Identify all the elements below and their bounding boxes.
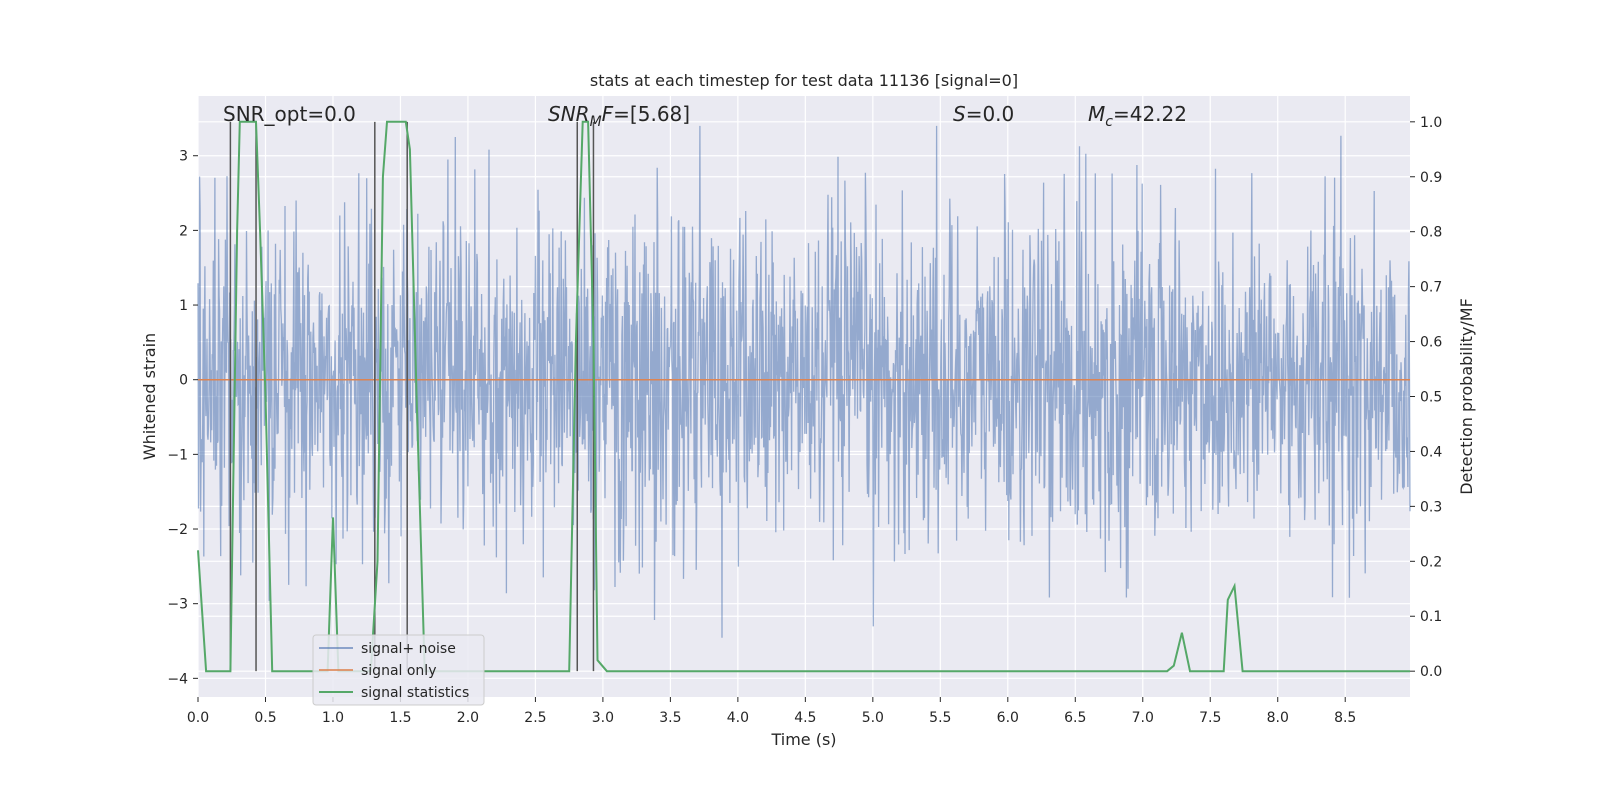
annotation-snr-mf-f: F [602,102,614,126]
y-right-tick-label: 0.3 [1420,499,1442,515]
annotation-s-value: =0.0 [966,102,1015,126]
y-right-tick-label: 0.4 [1420,444,1442,460]
y-left-tick-label: 0 [179,373,188,389]
x-tick-label: 2.0 [457,710,479,726]
legend-box [312,634,485,706]
y-right-tick-label: 0.8 [1420,225,1442,241]
y-left-tick-label: −4 [167,671,188,687]
legend-label: signal+ noise [361,641,456,657]
y-right-tick-label: 0.5 [1420,390,1442,406]
annotation-mc-subscript: c [1105,114,1113,130]
annotation-mc: Mc=42.22 [1088,102,1187,130]
x-tick-label: 0.5 [254,710,276,726]
axes: 0.0 0.5 1.0 1.5 2.0 2.5 3.0 3.5 4.0 4.5 5.0 5.5 6.0 6… [140,71,1476,749]
x-tick-label: 0.0 [187,710,209,726]
y-right-axis-label: Detection probability/MF [1457,298,1476,495]
x-tick-label: 5.0 [862,710,884,726]
annotation-snr-mf: SNRMF=[5.68] [548,102,690,130]
legend: signal+ noise signal only signal statistic… [312,634,485,706]
x-tick-label: 2.5 [524,710,546,726]
y-right-tick-label: 0.1 [1420,609,1442,625]
x-tick-label: 6.0 [997,710,1019,726]
y-right-tick-label: 0.9 [1420,170,1442,186]
y-left-tick-label: 1 [179,298,188,314]
x-tick-label: 4.5 [794,710,816,726]
annotation-snr-mf-value: =[5.68] [613,102,690,126]
x-tick-label: 1.5 [389,710,411,726]
y-left-tick-label: 3 [179,149,188,165]
y-right-tick-label: 0.0 [1420,664,1442,680]
annotations: SNR_opt=0.0 SNRMF=[5.68] S=0.0 Mc=42.22 [223,102,1187,130]
y-right-tick-label: 0.6 [1420,335,1442,351]
chart-title: stats at each timestep for test data 111… [590,71,1018,90]
y-right-tick-label: 0.2 [1420,554,1442,570]
x-axis-label: Time (s) [770,730,836,749]
x-tick-label: 1.0 [322,710,344,726]
legend-label: signal statistics [361,685,469,701]
x-tick-label: 3.0 [592,710,614,726]
series-signal-statistics [197,120,1410,673]
x-tick-label: 8.5 [1334,710,1356,726]
y-right-tick-label: 0.7 [1420,280,1442,296]
y-left-axis-label: Whitened strain [140,333,159,460]
annotation-mc-value: =42.22 [1113,102,1187,126]
y-left-tick-label: 2 [179,223,188,239]
x-tick-label: 5.5 [929,710,951,726]
annotation-s-symbol: S [953,102,966,126]
y-left-tick-label: −1 [167,447,188,463]
y-right-tick-label: 1.0 [1420,115,1442,131]
x-tick-label: 7.5 [1199,710,1221,726]
y-left-tick-label: −3 [167,597,188,613]
x-tick-label: 3.5 [659,710,681,726]
x-tick-label: 4.0 [727,710,749,726]
annotation-mc-symbol: M [1088,102,1105,126]
legend-label: signal only [361,663,436,679]
x-tick-label: 8.0 [1267,710,1289,726]
annotation-s-stat: S=0.0 [953,102,1014,126]
x-tick-label: 7.0 [1132,710,1154,726]
annotation-snr-mf-subscript: M [590,114,602,130]
x-tick-label: 6.5 [1064,710,1086,726]
y-left-tick-label: −2 [167,522,188,538]
series-layer [197,120,1411,673]
annotation-snr-opt: SNR_opt=0.0 [223,102,356,126]
annotation-snr-mf-symbol: SNR [548,102,590,126]
